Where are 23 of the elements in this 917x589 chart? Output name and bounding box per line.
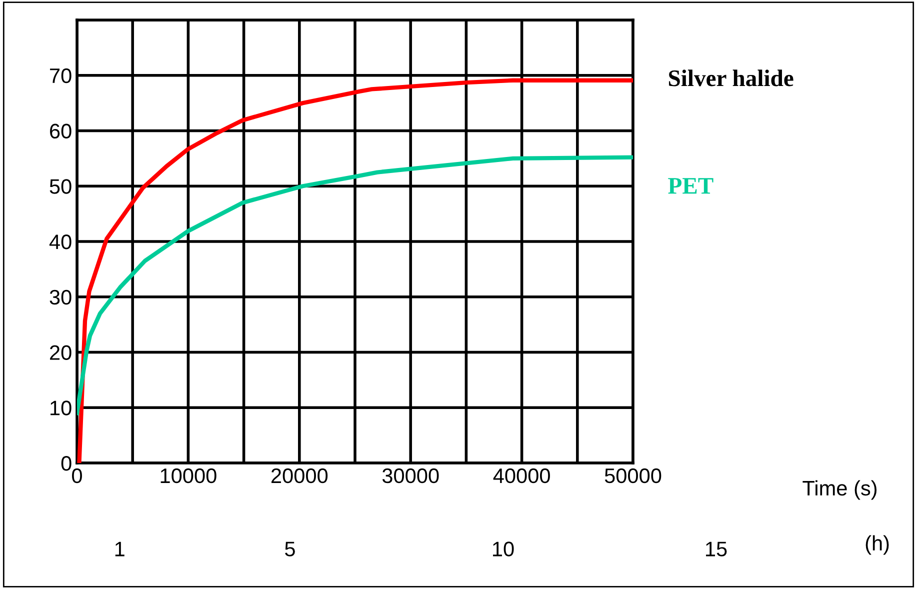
line-series: [77, 155, 633, 416]
y-tick-label: 20: [50, 345, 72, 360]
y-tick-label: 0: [61, 456, 72, 471]
text: Time (s): [802, 480, 877, 500]
x2-tick-label: 5: [285, 542, 295, 556]
series-label: Silver halide: [668, 70, 794, 86]
y-tick-label: 50: [50, 179, 72, 194]
x2-tick-label: 1: [115, 542, 124, 556]
x-tick-label: 10000: [160, 468, 216, 484]
series-label: PET: [668, 178, 714, 194]
y-tick-label: 70: [50, 68, 72, 84]
x-tick-label: 0: [72, 468, 82, 484]
x-tick-label: 20000: [271, 468, 328, 484]
x-tick-label: 50000: [604, 468, 662, 484]
y-tick-label: 10: [50, 400, 72, 416]
y-tick-label: 40: [49, 234, 72, 250]
x2-tick-label: 15: [706, 542, 727, 556]
y-tick-label: 60: [50, 124, 72, 139]
x2-tick-label: 10: [493, 542, 514, 556]
y-tick-label: 30: [50, 290, 72, 305]
x-tick-label: 40000: [493, 468, 550, 484]
x-tick-label: 30000: [382, 468, 439, 484]
x2-axis-title: (h): [866, 535, 889, 555]
